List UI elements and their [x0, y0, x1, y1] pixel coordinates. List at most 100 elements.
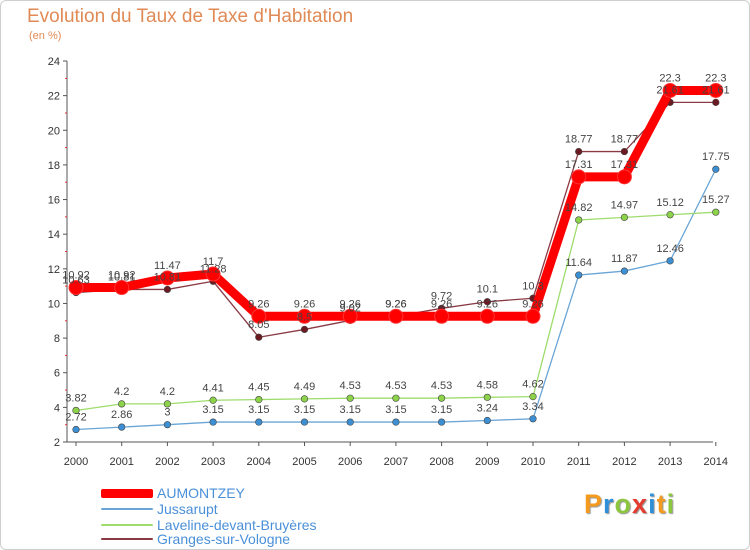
- logo-letter: x: [632, 489, 649, 519]
- data-label: 11.64: [565, 257, 592, 269]
- x-tick-label: 2012: [612, 456, 636, 468]
- data-label: 10.3: [522, 280, 543, 292]
- data-label: 10.81: [154, 271, 182, 283]
- data-point: [483, 416, 491, 425]
- chart-title: Evolution du Taux de Taxe d'Habitation: [27, 6, 354, 27]
- data-point: [712, 165, 720, 173]
- data-point: [392, 394, 400, 402]
- data-point: [438, 418, 446, 426]
- x-tick-label: 2009: [475, 456, 499, 468]
- legend-label: AUMONTZEY: [157, 485, 245, 501]
- data-point: [666, 211, 674, 219]
- y-tick-label: 10: [48, 298, 60, 310]
- data-point: [575, 147, 583, 156]
- data-label: 22.3: [659, 72, 680, 84]
- data-label: 15.27: [702, 194, 730, 206]
- data-point: [300, 418, 309, 426]
- legend-label: Granges-sur-Vologne: [157, 531, 291, 547]
- data-label: 3.15: [294, 404, 315, 416]
- data-label: 3.15: [385, 404, 406, 416]
- x-tick-label: 2004: [247, 456, 271, 468]
- data-point: [571, 169, 587, 185]
- y-tick-label: 2: [54, 437, 60, 449]
- data-point: [525, 308, 541, 324]
- data-label: 11.87: [611, 253, 638, 265]
- data-label: 4.58: [477, 379, 498, 391]
- data-point: [434, 308, 450, 324]
- legend-item: Granges-sur-Vologne: [101, 531, 290, 547]
- x-tick-label: 2013: [658, 456, 682, 468]
- data-point: [346, 418, 354, 426]
- data-label: 11.47: [154, 260, 181, 272]
- data-label: 4.62: [522, 379, 543, 391]
- data-label: 4.53: [385, 380, 406, 392]
- x-tick-label: 2001: [109, 456, 133, 468]
- data-point: [205, 266, 221, 282]
- data-label: 3.15: [431, 404, 452, 416]
- data-label: 12.46: [656, 243, 684, 255]
- x-tick-label: 2003: [201, 456, 225, 468]
- data-point: [616, 169, 632, 185]
- data-point: [297, 308, 312, 324]
- data-point: [529, 393, 537, 401]
- data-point: [300, 395, 309, 403]
- y-tick-label: 18: [48, 160, 60, 172]
- data-point: [438, 394, 446, 402]
- data-point: [666, 257, 674, 265]
- data-label: 9.26: [248, 298, 269, 310]
- data-point: [708, 82, 724, 98]
- y-tick-label: 22: [48, 91, 60, 103]
- data-point: [346, 394, 354, 402]
- data-label: 9.26: [385, 298, 406, 310]
- data-point: [209, 396, 217, 404]
- data-point: [209, 418, 217, 426]
- logo-letter: o: [614, 489, 633, 519]
- y-tick-label: 14: [48, 229, 60, 241]
- legend-swatch: [101, 524, 153, 526]
- data-point: [388, 308, 404, 324]
- y-tick-label: 12: [48, 264, 60, 276]
- logo-letter: r: [603, 489, 615, 519]
- data-point: [255, 333, 263, 341]
- legend-item: Jussarupt: [101, 501, 218, 517]
- data-label: 3.82: [65, 392, 86, 404]
- x-tick-label: 2005: [292, 456, 316, 468]
- data-label: 10.63: [62, 275, 90, 287]
- data-point: [300, 325, 309, 334]
- data-label: 2.86: [111, 409, 132, 421]
- data-label: 10.92: [62, 270, 90, 282]
- data-label: 10.81: [108, 271, 136, 283]
- data-label: 9.72: [431, 290, 452, 302]
- x-tick-label: 2002: [155, 456, 179, 468]
- data-label: 3.24: [477, 403, 498, 415]
- x-tick-label: 2008: [429, 456, 453, 468]
- data-label: 4.2: [114, 386, 129, 398]
- data-label: 9.26: [477, 298, 498, 310]
- data-point: [575, 216, 583, 224]
- data-label: 3.34: [522, 401, 543, 413]
- data-label: 8.5: [297, 311, 312, 323]
- data-point: [68, 280, 84, 296]
- logo-letter: i: [666, 489, 676, 519]
- data-label: 4.45: [248, 382, 269, 394]
- data-label: 10.92: [108, 270, 136, 282]
- data-label: 9.26: [339, 298, 360, 310]
- x-tick-label: 2000: [64, 456, 88, 468]
- data-point: [662, 82, 678, 98]
- data-label: 3.15: [248, 404, 269, 416]
- x-tick-label: 2007: [384, 456, 408, 468]
- data-label: 4.53: [431, 380, 452, 392]
- data-label: 11.28: [200, 263, 227, 275]
- data-point: [529, 415, 537, 423]
- legend-item: AUMONTZEY: [101, 485, 245, 501]
- data-label: 17.31: [611, 159, 639, 171]
- data-label: 4.2: [160, 386, 175, 398]
- y-tick-label: 6: [54, 368, 60, 380]
- data-label: 21.61: [656, 84, 684, 96]
- logo-letter: t: [656, 489, 667, 519]
- legend-label: Jussarupt: [157, 501, 218, 517]
- data-point: [163, 400, 171, 408]
- data-point: [163, 285, 171, 294]
